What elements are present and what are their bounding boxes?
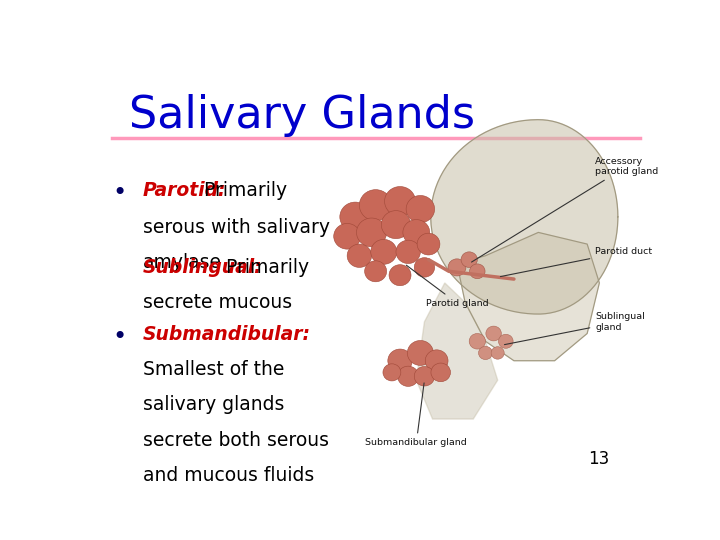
Circle shape [408,341,433,366]
Circle shape [356,218,387,247]
Circle shape [469,264,485,279]
Text: secrete both serous: secrete both serous [143,431,329,450]
Text: Sublingual
gland: Sublingual gland [505,312,645,345]
Text: Smallest of the: Smallest of the [143,360,284,379]
Circle shape [448,259,466,276]
Circle shape [479,346,492,360]
Text: Parotid gland: Parotid gland [406,265,488,307]
Circle shape [389,265,411,286]
Text: Submandibular gland: Submandibular gland [366,383,467,448]
Circle shape [498,334,513,348]
Polygon shape [457,232,599,361]
Circle shape [371,239,397,264]
Text: •: • [112,181,127,205]
Circle shape [364,261,387,282]
Text: Sublingual:: Sublingual: [143,258,263,277]
Circle shape [417,233,440,255]
Text: secrete mucous: secrete mucous [143,294,292,313]
Text: Parotid:: Parotid: [143,181,227,200]
Circle shape [469,334,485,349]
Polygon shape [416,283,498,419]
Text: Parotid duct: Parotid duct [500,247,652,276]
Circle shape [383,364,401,381]
Circle shape [491,347,504,359]
Circle shape [397,366,419,387]
Circle shape [384,186,415,216]
Text: 13: 13 [588,450,609,468]
Circle shape [382,211,410,239]
Text: amylase: amylase [143,253,222,272]
Circle shape [486,326,501,341]
Circle shape [431,363,451,382]
Text: Primarily: Primarily [220,258,309,277]
Circle shape [426,350,448,372]
Circle shape [396,240,420,264]
Circle shape [388,349,413,373]
Circle shape [461,252,477,267]
Text: salivary glands: salivary glands [143,395,284,414]
Circle shape [340,202,371,232]
Polygon shape [431,120,618,314]
Text: •: • [112,325,127,349]
Text: serous with salivary: serous with salivary [143,218,330,237]
Circle shape [334,224,361,249]
Text: Primarily: Primarily [198,181,287,200]
Circle shape [414,258,435,277]
Text: Salivary Glands: Salivary Glands [129,94,475,137]
Circle shape [414,367,435,386]
Circle shape [403,220,430,245]
Text: and mucous fluids: and mucous fluids [143,466,314,485]
Circle shape [406,195,435,222]
Text: Submandibular:: Submandibular: [143,325,311,343]
Circle shape [347,244,372,267]
Text: Accessory
parotid gland: Accessory parotid gland [472,157,659,262]
Circle shape [359,190,392,221]
